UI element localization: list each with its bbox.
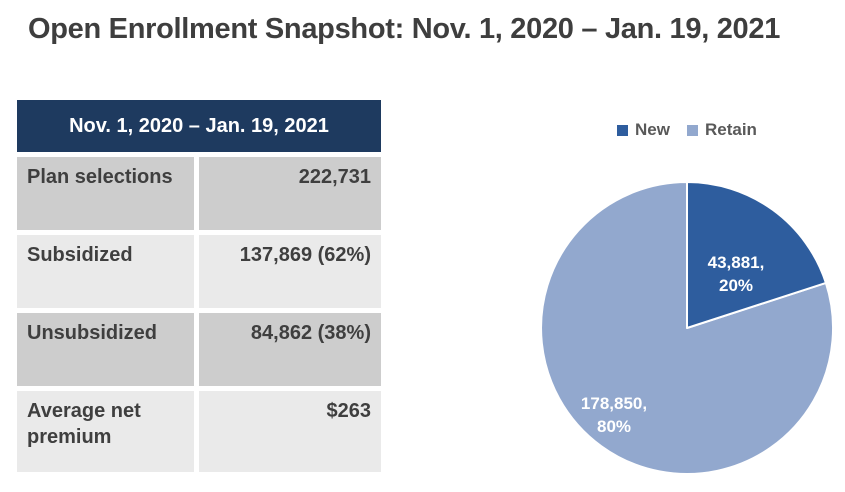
table-row: Subsidized 137,869 (62%) (17, 235, 381, 308)
table-row: Average net premium $263 (17, 391, 381, 472)
legend-label-new: New (635, 120, 670, 139)
row-value: 84,862 (38%) (199, 313, 381, 386)
page-title: Open Enrollment Snapshot: Nov. 1, 2020 –… (28, 13, 781, 45)
row-label: Plan selections (17, 157, 194, 230)
pie-slice-retain (540, 181, 834, 475)
row-label: Unsubsidized (17, 313, 194, 386)
row-value: 222,731 (199, 157, 381, 230)
pie-chart (540, 181, 834, 475)
legend-swatch-retain-icon (686, 124, 698, 136)
table-row: Unsubsidized 84,862 (38%) (17, 313, 381, 386)
legend-label-retain: Retain (704, 120, 757, 139)
pie-legend: New Retain (617, 120, 757, 140)
pie-slice-new (686, 181, 827, 329)
legend-item-new: New (617, 120, 670, 140)
row-label: Average net premium (17, 391, 194, 472)
legend-swatch-new-icon (617, 124, 628, 136)
summary-table: Nov. 1, 2020 – Jan. 19, 2021 Plan select… (17, 100, 381, 472)
row-label: Subsidized (17, 235, 194, 308)
legend-item-retain: Retain (686, 120, 757, 140)
row-value: 137,869 (62%) (199, 235, 381, 308)
row-value: $263 (199, 391, 381, 472)
table-header: Nov. 1, 2020 – Jan. 19, 2021 (17, 100, 381, 152)
table-row: Plan selections 222,731 (17, 157, 381, 230)
